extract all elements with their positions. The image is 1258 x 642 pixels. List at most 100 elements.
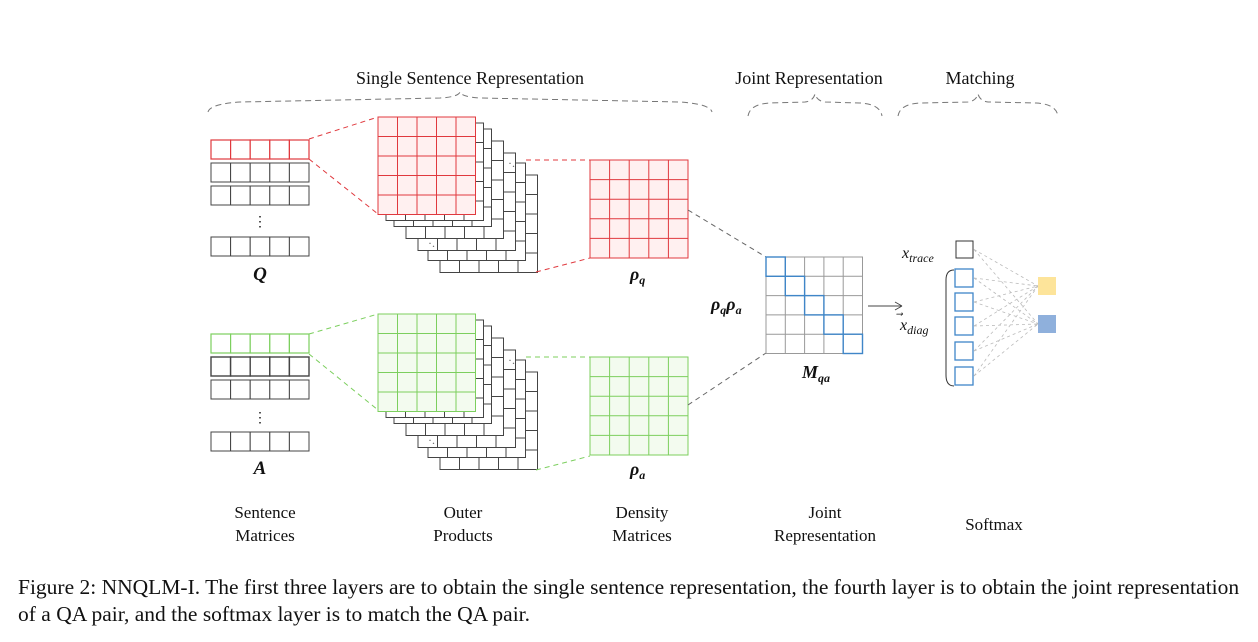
single-sentence-brace — [207, 90, 713, 113]
softmax-connections — [973, 249, 1039, 377]
rho-a-grid-border — [589, 356, 689, 456]
rho-q-grid-border — [589, 159, 689, 259]
x-trace-label: xtrace — [901, 245, 934, 265]
a-row-3 — [210, 379, 310, 400]
joint-representation-header: Joint Representation — [735, 68, 882, 88]
a-row-1-cell — [288, 333, 310, 354]
answer-outer-products: ·. ·. — [377, 313, 538, 470]
outer-a-front-layer — [377, 313, 476, 412]
q-row-1 — [210, 139, 310, 160]
softmax-link — [973, 285, 1039, 327]
x-trace-cell — [955, 240, 974, 259]
a-row-3-cell — [230, 379, 251, 400]
density-to-joint-connectors — [687, 209, 767, 406]
a-row-2-cell — [269, 356, 291, 377]
answer-density-matrix — [589, 356, 689, 456]
a-rows-ellipsis: ⋮ — [253, 411, 267, 426]
a-row-1-cell — [249, 333, 271, 354]
joint-grid-border — [765, 256, 863, 354]
softmax-link — [973, 285, 1039, 377]
architecture-diagram: Single Sentence Representation Joint Rep… — [207, 68, 1059, 545]
a-row-2-cell — [229, 356, 251, 377]
x-diag-bracket — [945, 269, 955, 387]
m-qa-label: Mqa — [801, 362, 830, 385]
q-row-last — [210, 236, 310, 257]
a-row-last-cell — [288, 431, 310, 452]
a-row-3-cell — [249, 379, 271, 400]
q-row-1-cell — [210, 139, 232, 160]
a-row-last-cell — [210, 431, 232, 452]
output-node-negative — [1038, 315, 1056, 333]
sentence-matrices-label-2: Matrices — [235, 526, 294, 545]
joint-diagonal-cell — [803, 294, 825, 316]
softmax-link — [973, 277, 1039, 287]
rho-q-label: ρq — [629, 264, 645, 287]
a-row-1-cell — [230, 333, 251, 354]
softmax-link — [973, 323, 1039, 327]
q-row-3-cell — [288, 185, 310, 206]
q-row-2 — [210, 162, 310, 183]
q-row-2-cell — [269, 162, 290, 183]
outer-q-dots: ·. — [428, 236, 435, 250]
matching-brace — [897, 92, 1059, 117]
x-diag-cells — [954, 268, 974, 386]
question-sentence-matrix: ⋮ — [210, 139, 310, 257]
x-diag-cell — [954, 268, 974, 288]
rho-q-rho-a-label: ρqρa — [710, 294, 742, 317]
q-row-1-cell — [230, 139, 251, 160]
rho-q-grid — [589, 159, 689, 259]
density-matrices-label-2: Matrices — [612, 526, 671, 545]
q-row-2-cell — [288, 162, 310, 183]
joint-diagonal-cell — [784, 275, 806, 297]
q-row-last-cell — [230, 236, 251, 257]
x-diag-cell — [954, 366, 974, 386]
q-row-1-cell — [269, 139, 290, 160]
column-labels: Sentence Matrices Outer Products Density… — [234, 503, 1023, 545]
matching-header: Matching — [946, 68, 1015, 88]
outer-products-label-1: Outer — [444, 503, 483, 522]
joint-matrix — [765, 256, 864, 355]
outer-a-dots: ·. — [508, 353, 515, 367]
joint-brace — [747, 92, 883, 117]
a-row-1 — [210, 333, 310, 354]
a-row-1-cell — [210, 333, 232, 354]
a-row-2-cell — [288, 356, 310, 377]
joint-grid — [765, 256, 863, 354]
outer-a-dots: ·. — [428, 433, 435, 447]
rho-a-grid — [589, 356, 689, 456]
x-diag-cell — [954, 341, 974, 361]
q-row-3-cell — [269, 185, 290, 206]
q-row-2-cell — [210, 162, 232, 183]
single-sentence-header: Single Sentence Representation — [356, 68, 584, 88]
q-row-1-cell — [249, 139, 271, 160]
a-row-2-cell — [210, 356, 232, 377]
q-row-3-cell — [210, 185, 232, 206]
q-row-3-cell — [249, 185, 271, 206]
softmax-link — [973, 285, 1039, 352]
softmax-link — [973, 249, 1039, 325]
outer-q-front-layer-border — [377, 116, 476, 215]
a-row-2 — [210, 356, 310, 377]
question-outer-products: ·. ·. — [377, 116, 538, 273]
x-diag-arrow: ⃗ — [896, 312, 904, 316]
q-rows-ellipsis: ⋮ — [253, 215, 267, 230]
q-row-last-cell — [210, 236, 232, 257]
outer-q-front-layer — [377, 116, 476, 215]
x-diag-cell — [954, 292, 974, 312]
softmax-link — [973, 285, 1039, 303]
question-connectors — [308, 116, 591, 273]
softmax-link — [973, 301, 1039, 325]
joint-diagonal-cell — [823, 314, 844, 335]
density-matrices-label-1: Density — [616, 503, 669, 522]
answer-sentence-matrix: ⋮ — [210, 333, 310, 452]
q-row-last-cell — [269, 236, 290, 257]
q-row-3-cell — [230, 185, 251, 206]
q-row-last-cell — [249, 236, 271, 257]
output-node-positive — [1038, 277, 1056, 295]
sentence-matrices-label-1: Sentence — [234, 503, 295, 522]
x-diag-label: xdiag — [899, 317, 928, 337]
a-row-last-cell — [249, 431, 271, 452]
answer-connectors — [308, 313, 591, 471]
softmax-link — [973, 323, 1039, 377]
q-row-1-cell — [288, 139, 310, 160]
